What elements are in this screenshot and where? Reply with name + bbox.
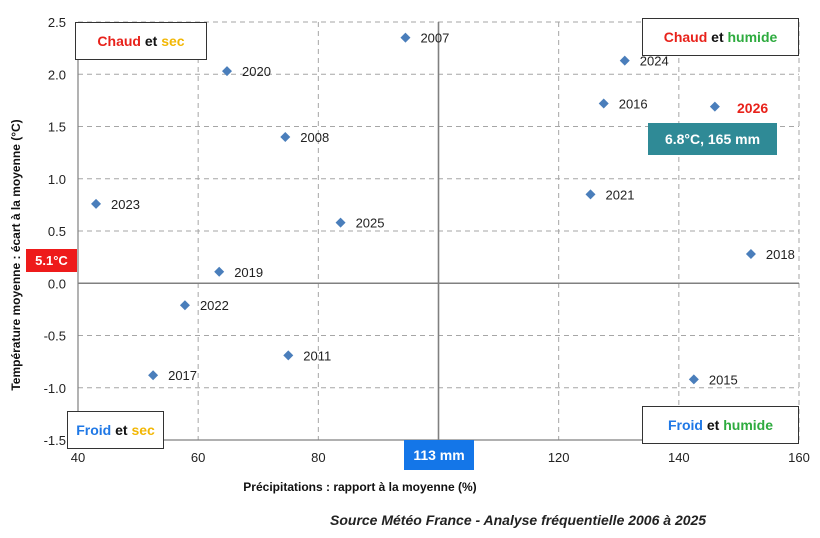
reference-lines — [78, 22, 799, 440]
source-caption: Source Météo France - Analyse fréquentie… — [330, 512, 707, 528]
quadrant-cold-dry: Froid et sec — [67, 411, 164, 449]
y-tick-label: 2.5 — [48, 15, 66, 30]
data-point-label: 2023 — [111, 197, 140, 212]
data-point-label: 2020 — [242, 64, 271, 79]
reference-precipitation-badge: 113 mm — [404, 440, 474, 470]
data-point-marker — [91, 198, 102, 209]
quadrant-word-and: et — [706, 417, 720, 433]
data-point-label: 2007 — [420, 31, 449, 46]
data-point-label: 2019 — [234, 265, 263, 280]
y-tick-label: 0.0 — [48, 276, 66, 291]
data-point-marker — [280, 131, 291, 142]
quadrant-cold-wet: Froid et humide — [642, 406, 799, 444]
quadrant-word-and: et — [144, 33, 158, 49]
quadrant-word-dry: sec — [131, 422, 155, 438]
quadrant-word-and: et — [115, 422, 128, 438]
data-point-label: 2025 — [356, 216, 385, 231]
x-tick-label: 160 — [788, 450, 810, 465]
x-tick-label: 140 — [668, 450, 690, 465]
tick-labels: 406080100120140160-1.5-1.0-0.50.00.51.01… — [44, 15, 810, 465]
data-point-marker — [214, 266, 225, 277]
data-point-label: 2018 — [766, 247, 795, 262]
data-point-label: 2011 — [303, 348, 331, 363]
data-point-label: 2022 — [200, 298, 229, 313]
quadrant-hot-dry: Chaud et sec — [75, 22, 207, 60]
data-point-label: 2015 — [709, 372, 738, 387]
y-tick-label: 1.0 — [48, 172, 66, 187]
y-tick-label: -1.5 — [44, 433, 66, 448]
quadrant-word-dry: sec — [161, 33, 185, 49]
y-tick-label: -1.0 — [44, 381, 66, 396]
quadrant-hot-wet: Chaud et humide — [642, 18, 799, 56]
data-point-label: 2021 — [606, 187, 635, 202]
y-axis-title: Température moyenne : écart à la moyenne… — [9, 119, 23, 390]
data-point-marker — [179, 300, 190, 311]
data-point-marker — [709, 101, 720, 112]
quadrant-word-hot: Chaud — [97, 33, 141, 49]
y-tick-label: 2.0 — [48, 67, 66, 82]
y-tick-label: 0.5 — [48, 224, 66, 239]
x-tick-label: 80 — [311, 450, 325, 465]
data-point-label: 2024 — [640, 54, 669, 69]
data-point-marker — [222, 66, 233, 77]
data-point-marker — [585, 189, 596, 200]
x-tick-label: 60 — [191, 450, 205, 465]
data-points: 2007 2020 2024 2016 2008 2021 2023 2025 2018 2019… — [91, 31, 795, 387]
data-point-label: 2017 — [168, 368, 197, 383]
y-tick-label: 1.5 — [48, 120, 66, 135]
quadrant-word-wet: humide — [723, 417, 773, 433]
data-point-marker — [148, 370, 159, 381]
data-point-marker — [283, 350, 294, 361]
x-tick-label: 40 — [71, 450, 85, 465]
reference-temperature-badge: 5.1°C — [26, 249, 77, 272]
quadrant-word-hot: Chaud — [663, 29, 708, 45]
y-tick-label: -0.5 — [44, 329, 66, 344]
quadrant-word-cold: Froid — [76, 422, 112, 438]
quadrant-word-and: et — [711, 29, 724, 45]
data-point-label: 2008 — [300, 130, 329, 145]
quadrant-word-cold: Froid — [667, 417, 703, 433]
x-tick-label: 120 — [548, 450, 570, 465]
data-point-marker — [598, 98, 609, 109]
data-point-marker — [619, 55, 630, 66]
data-point-marker — [400, 32, 411, 43]
data-point-marker — [688, 374, 699, 385]
data-point-marker — [335, 217, 346, 228]
x-axis-title: Précipitations : rapport à la moyenne (%… — [243, 480, 476, 494]
highlight-value-badge: 6.8°C, 165 mm — [648, 123, 777, 155]
data-point-label: 2016 — [619, 97, 648, 112]
quadrant-word-wet: humide — [727, 29, 778, 45]
highlight-year-label: 2026 — [737, 100, 769, 116]
data-point-marker — [745, 248, 756, 259]
